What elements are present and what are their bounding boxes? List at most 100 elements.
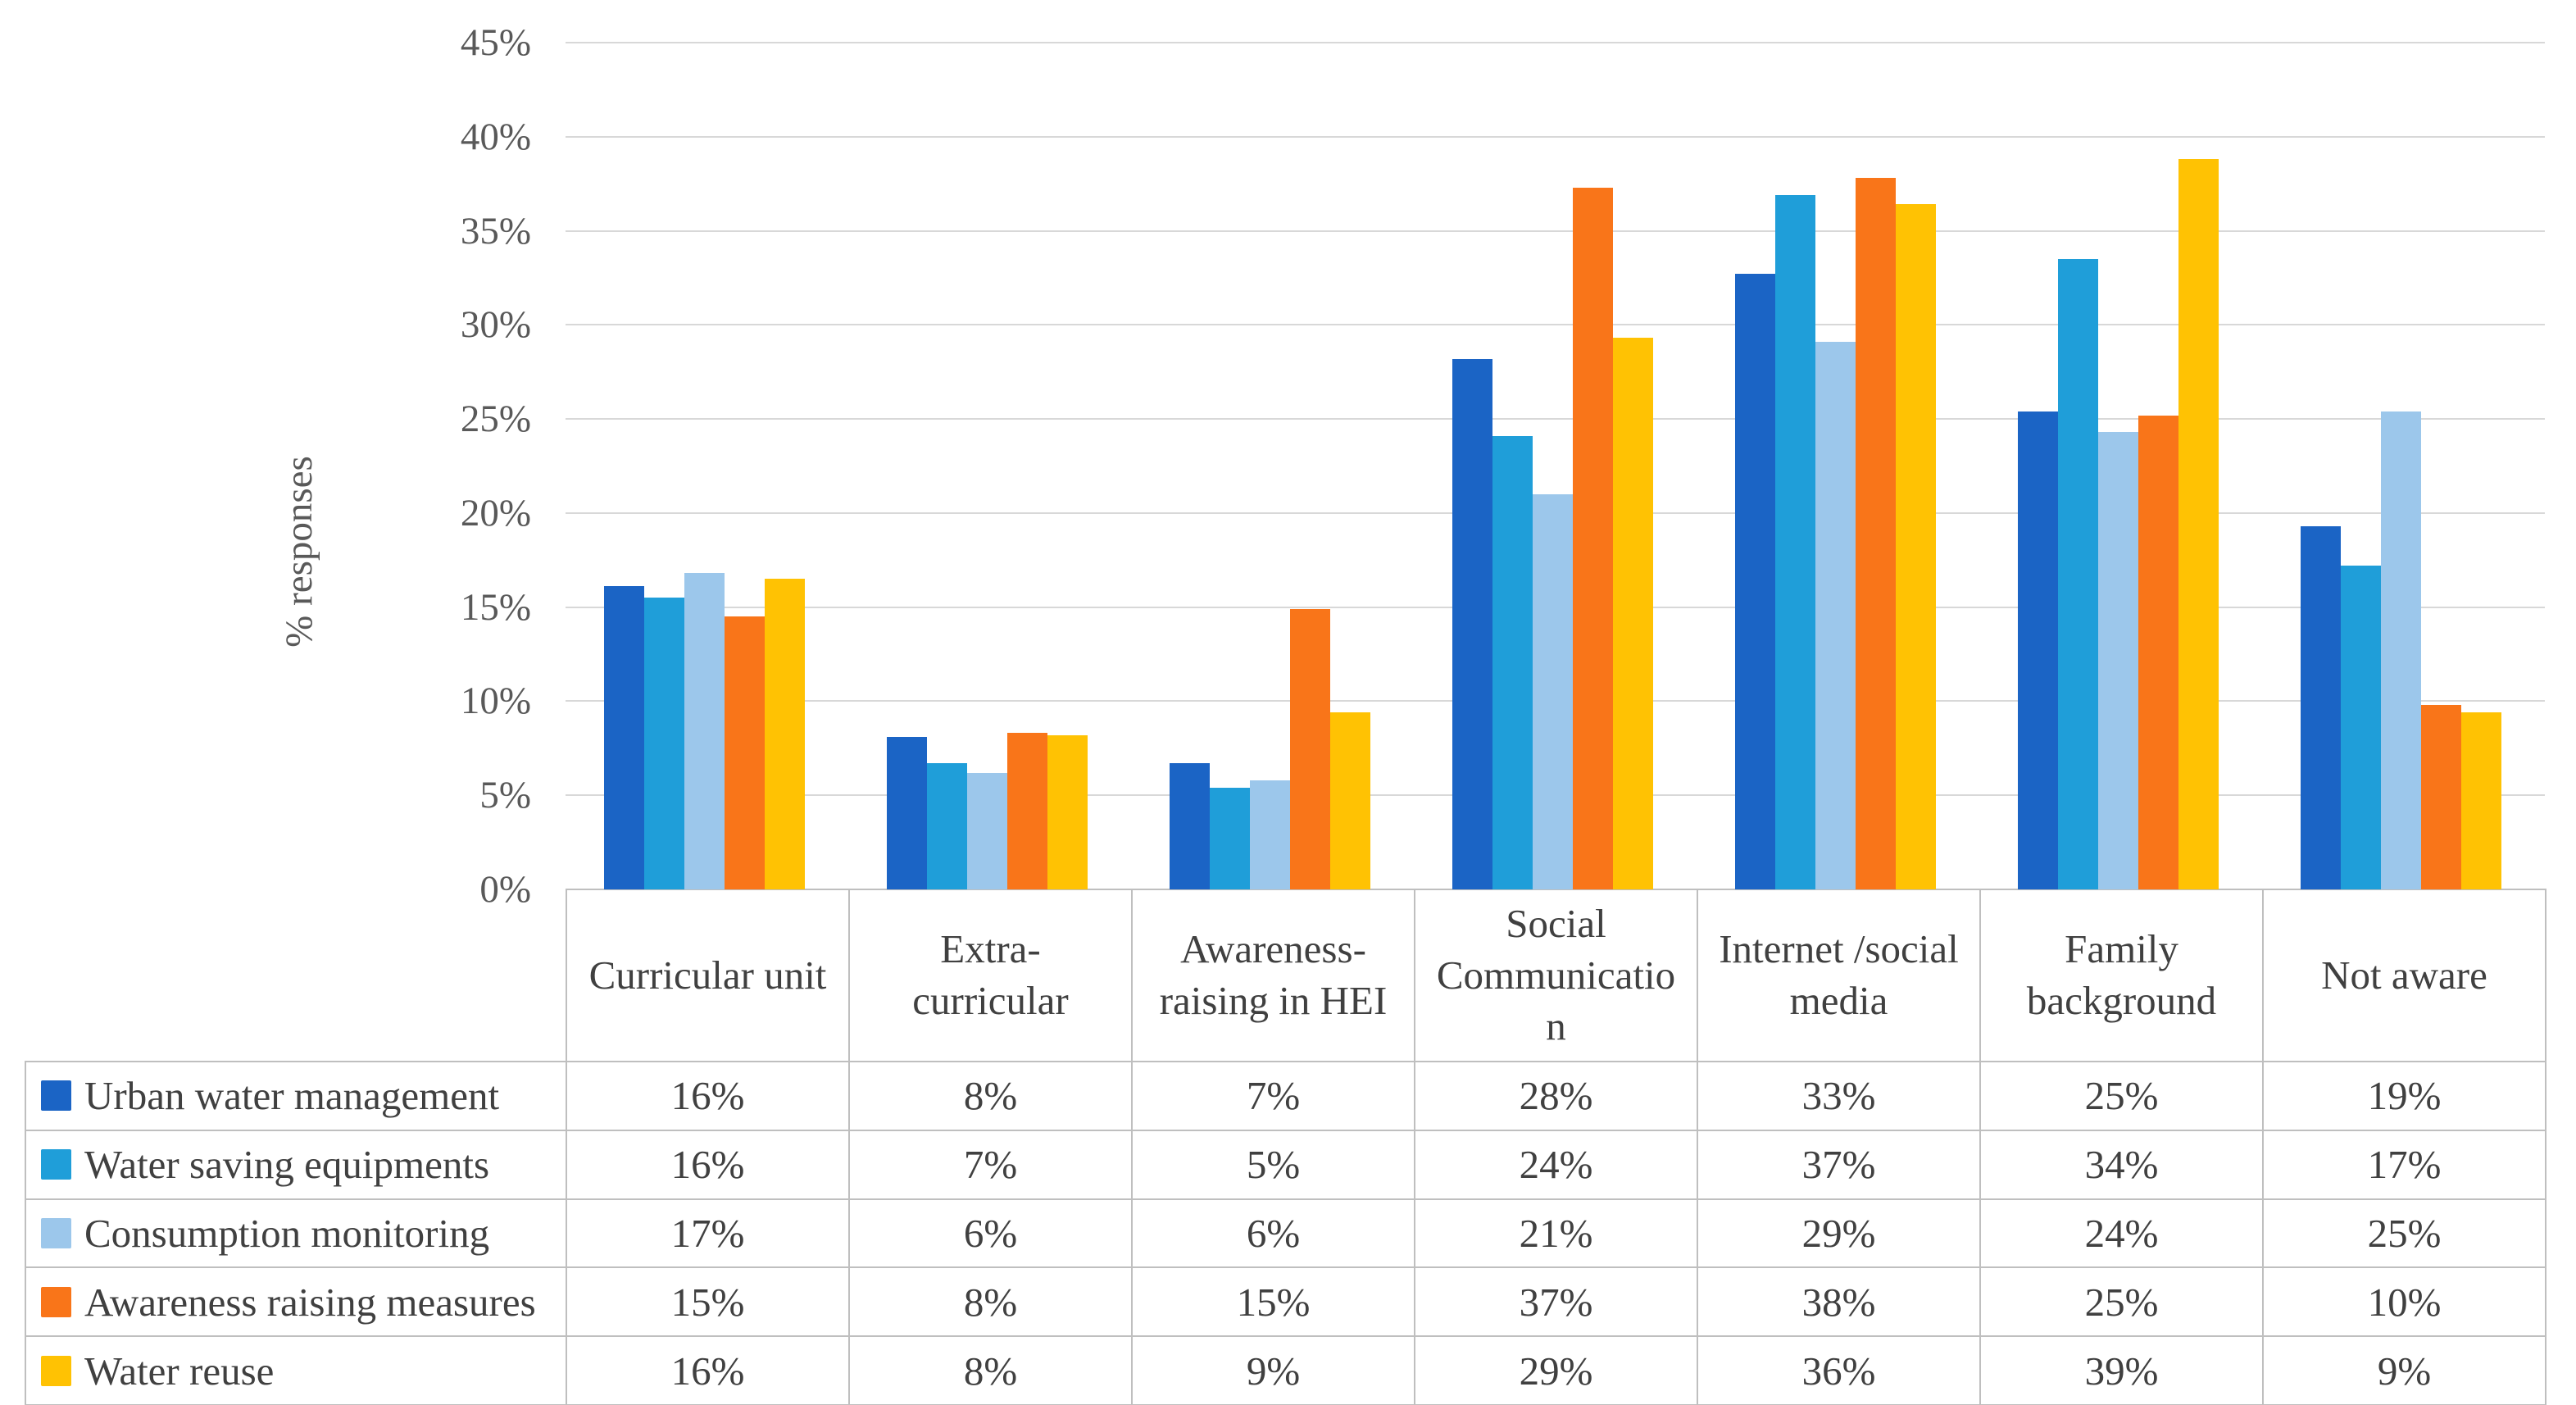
value-cell-consumption-monitoring-social-communication: 21%: [1414, 1198, 1698, 1269]
value-cell-consumption-monitoring-family-background: 24%: [1979, 1198, 2264, 1269]
bar-consumption-monitoring-curricular-unit: [684, 573, 725, 889]
legend-label-water-reuse: Water reuse: [84, 1348, 275, 1394]
y-tick-label-0%: 0%: [479, 868, 531, 911]
value-cell-awareness-raising-measures-family-background: 25%: [1979, 1266, 2264, 1338]
bar-water-saving-equipments-curricular-unit: [644, 598, 684, 889]
y-tick-label-15%: 15%: [460, 585, 531, 629]
gridline-35%: [566, 230, 2545, 232]
header-cell-social-communication: Social Communicatio n: [1414, 889, 1698, 1062]
bar-consumption-monitoring-social-communication: [1533, 493, 1573, 889]
header-cell-not-aware: Not aware: [2262, 889, 2546, 1062]
table-corner-empty: [25, 889, 566, 1062]
bar-water-reuse-not-aware: [2461, 712, 2501, 889]
legend-cell-awareness-raising-measures: Awareness raising measures: [25, 1266, 567, 1338]
gridline-25%: [566, 418, 2545, 421]
y-tick-label-35%: 35%: [460, 209, 531, 252]
value-cell-consumption-monitoring-awareness-raising-in-hei: 6%: [1131, 1198, 1415, 1269]
bar-awareness-raising-measures-awareness-raising-in-hei: [1290, 608, 1330, 889]
bar-water-reuse-extra-curricular: [1047, 734, 1088, 889]
bar-consumption-monitoring-awareness-raising-in-hei: [1250, 780, 1290, 889]
value-cell-urban-water-management-social-communication: 28%: [1414, 1061, 1698, 1131]
value-cell-water-reuse-social-communication: 29%: [1414, 1335, 1698, 1405]
header-cell-awareness-raising-in-hei: Awareness- raising in HEI: [1131, 889, 1415, 1062]
legend-label-urban-water-management: Urban water management: [84, 1073, 500, 1119]
value-cell-water-reuse-awareness-raising-in-hei: 9%: [1131, 1335, 1415, 1405]
bar-awareness-raising-measures-not-aware: [2421, 705, 2461, 889]
data-table: Curricular unit Extra- curricular Awarenes…: [25, 889, 2546, 1405]
legend-label-consumption-monitoring: Consumption monitoring: [84, 1210, 490, 1256]
bar-awareness-raising-measures-family-background: [2138, 415, 2178, 889]
value-cell-awareness-raising-measures-awareness-raising-in-hei: 15%: [1131, 1266, 1415, 1338]
value-cell-water-reuse-curricular-unit: 16%: [566, 1335, 850, 1405]
value-cell-urban-water-management-extra-curricular: 8%: [848, 1061, 1133, 1131]
value-cell-water-saving-equipments-internet-social-media: 37%: [1697, 1129, 1981, 1200]
legend-cell-urban-water-management: Urban water management: [25, 1061, 567, 1131]
value-cell-water-reuse-internet-social-media: 36%: [1697, 1335, 1981, 1405]
bar-water-reuse-curricular-unit: [765, 579, 805, 889]
value-cell-water-saving-equipments-social-communication: 24%: [1414, 1129, 1698, 1200]
value-cell-water-saving-equipments-family-background: 34%: [1979, 1129, 2264, 1200]
y-tick-label-45%: 45%: [460, 21, 531, 65]
bar-water-saving-equipments-social-communication: [1492, 435, 1533, 889]
table-row-urban-water-management: Urban water management 16% 8% 7% 28% 33% 25% 19…: [25, 1061, 2546, 1131]
y-tick-label-40%: 40%: [460, 115, 531, 158]
value-cell-consumption-monitoring-curricular-unit: 17%: [566, 1198, 850, 1269]
bar-awareness-raising-measures-internet-social-media: [1856, 178, 1896, 889]
legend-cell-water-saving-equipments: Water saving equipments: [25, 1129, 567, 1200]
bar-awareness-raising-measures-extra-curricular: [1007, 733, 1047, 889]
bar-water-saving-equipments-internet-social-media: [1775, 194, 1815, 889]
value-cell-awareness-raising-measures-curricular-unit: 15%: [566, 1266, 850, 1338]
gridline-30%: [566, 324, 2545, 326]
bar-water-reuse-social-communication: [1613, 338, 1653, 889]
value-cell-awareness-raising-measures-not-aware: 10%: [2262, 1266, 2546, 1338]
bar-urban-water-management-awareness-raising-in-hei: [1170, 763, 1210, 889]
bar-awareness-raising-measures-curricular-unit: [725, 616, 765, 889]
bar-urban-water-management-family-background: [2018, 411, 2058, 889]
gridline-45%: [566, 42, 2545, 44]
header-cell-family-background: Family background: [1979, 889, 2264, 1062]
table-row-consumption-monitoring: Consumption monitoring 17% 6% 6% 21% 29% 24% 25…: [25, 1198, 2546, 1269]
value-cell-urban-water-management-curricular-unit: 16%: [566, 1061, 850, 1131]
value-cell-water-saving-equipments-curricular-unit: 16%: [566, 1129, 850, 1200]
value-cell-awareness-raising-measures-internet-social-media: 38%: [1697, 1266, 1981, 1338]
value-cell-urban-water-management-awareness-raising-in-hei: 7%: [1131, 1061, 1415, 1131]
gridline-40%: [566, 135, 2545, 138]
bar-consumption-monitoring-extra-curricular: [967, 772, 1007, 889]
legend-swatch-awareness-raising-measures: [41, 1286, 71, 1317]
y-tick-label-25%: 25%: [460, 398, 531, 441]
value-cell-urban-water-management-family-background: 25%: [1979, 1061, 2264, 1131]
y-tick-label-20%: 20%: [460, 491, 531, 534]
value-cell-water-saving-equipments-extra-curricular: 7%: [848, 1129, 1133, 1200]
value-cell-water-saving-equipments-not-aware: 17%: [2262, 1129, 2546, 1200]
bar-urban-water-management-internet-social-media: [1735, 274, 1775, 889]
bar-water-reuse-family-background: [2178, 159, 2219, 889]
legend-label-water-saving-equipments: Water saving equipments: [84, 1142, 490, 1188]
value-cell-consumption-monitoring-internet-social-media: 29%: [1697, 1198, 1981, 1269]
header-cell-extra-curricular: Extra- curricular: [848, 889, 1133, 1062]
value-cell-consumption-monitoring-not-aware: 25%: [2262, 1198, 2546, 1269]
y-tick-label-10%: 10%: [460, 680, 531, 723]
header-cell-internet-social-media: Internet /social media: [1697, 889, 1981, 1062]
table-row-water-reuse: Water reuse 16% 8% 9% 29% 36% 39% 9%: [25, 1335, 2546, 1405]
table-row-water-saving-equipments: Water saving equipments 16% 7% 5% 24% 37% 34% 1…: [25, 1129, 2546, 1200]
value-cell-awareness-raising-measures-extra-curricular: 8%: [848, 1266, 1133, 1338]
bar-consumption-monitoring-internet-social-media: [1815, 342, 1856, 889]
bar-urban-water-management-social-communication: [1452, 358, 1492, 889]
bar-water-saving-equipments-awareness-raising-in-hei: [1210, 788, 1250, 889]
header-cell-curricular-unit: Curricular unit: [566, 889, 850, 1062]
y-tick-label-5%: 5%: [479, 774, 531, 817]
bar-water-saving-equipments-extra-curricular: [927, 763, 967, 889]
legend-cell-consumption-monitoring: Consumption monitoring: [25, 1198, 567, 1269]
bar-urban-water-management-curricular-unit: [604, 586, 644, 889]
value-cell-water-reuse-not-aware: 9%: [2262, 1335, 2546, 1405]
legend-swatch-consumption-monitoring: [41, 1217, 71, 1248]
bar-water-saving-equipments-not-aware: [2341, 566, 2381, 889]
table-header-row: Curricular unit Extra- curricular Awarenes…: [25, 889, 2546, 1062]
table-row-awareness-raising-measures: Awareness raising measures 15% 8% 15% 37% 38%…: [25, 1266, 2546, 1338]
bar-consumption-monitoring-family-background: [2098, 432, 2138, 889]
legend-swatch-water-reuse: [41, 1355, 71, 1386]
bar-urban-water-management-extra-curricular: [887, 737, 927, 889]
value-cell-water-reuse-extra-curricular: 8%: [848, 1335, 1133, 1405]
value-cell-awareness-raising-measures-social-communication: 37%: [1414, 1266, 1698, 1338]
value-cell-urban-water-management-internet-social-media: 33%: [1697, 1061, 1981, 1131]
